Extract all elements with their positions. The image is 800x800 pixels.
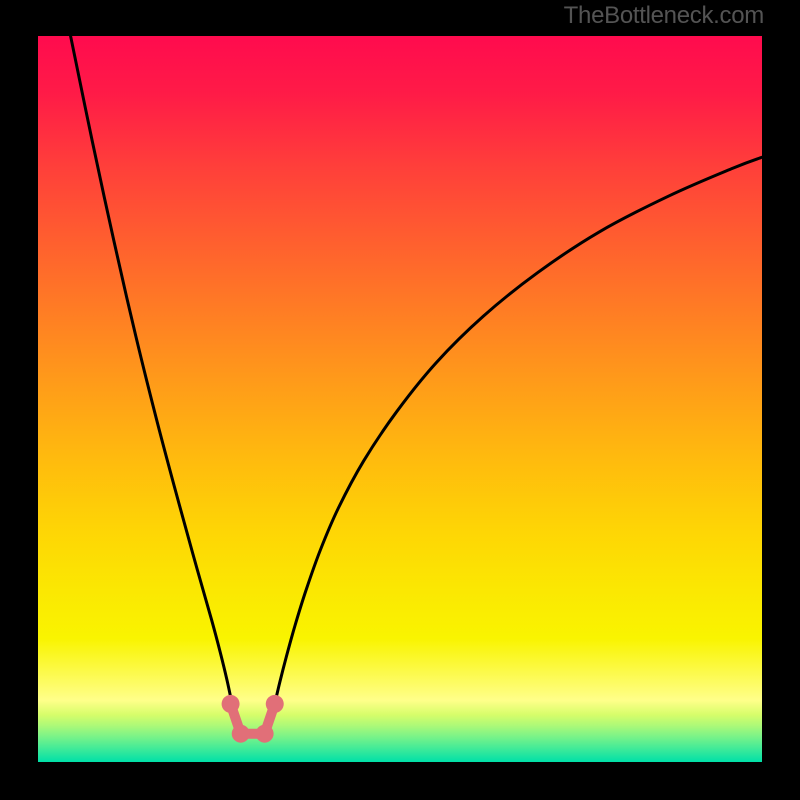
marker-right-dot-0 <box>256 725 274 743</box>
marker-left-dot-1 <box>232 725 250 743</box>
bottleneck-chart <box>0 0 800 800</box>
marker-left-dot-0 <box>222 695 240 713</box>
chart-container: TheBottleneck.com <box>0 0 800 800</box>
marker-right-dot-1 <box>266 695 284 713</box>
watermark-text: TheBottleneck.com <box>564 2 764 30</box>
gradient-background <box>38 36 762 762</box>
